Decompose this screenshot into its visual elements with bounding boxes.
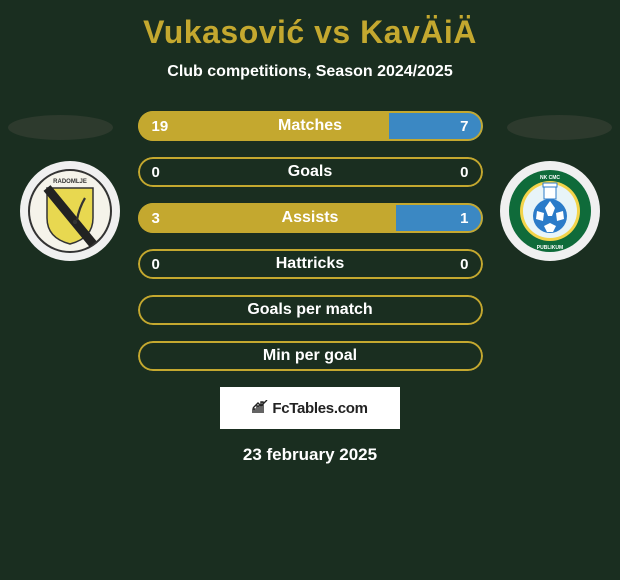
stat-label: Goals — [138, 157, 483, 187]
stat-label: Hattricks — [138, 249, 483, 279]
watermark: FcTables.com — [220, 387, 400, 429]
svg-text:RADOMLJE: RADOMLJE — [53, 179, 87, 185]
shield-icon: NK CMC PUBLIKUM — [507, 168, 593, 254]
svg-text:NK CMC: NK CMC — [540, 175, 560, 181]
badge-halo-left — [8, 115, 113, 140]
chart-icon — [252, 400, 268, 417]
date-label: 23 february 2025 — [0, 445, 620, 465]
stat-row: 197Matches — [138, 111, 483, 141]
stat-label: Matches — [138, 111, 483, 141]
stat-row: 00Goals — [138, 157, 483, 187]
svg-text:PUBLIKUM: PUBLIKUM — [537, 245, 563, 251]
stat-row: 31Assists — [138, 203, 483, 233]
shield-icon: RADOMLJE — [27, 168, 113, 254]
stat-row: Goals per match — [138, 295, 483, 325]
page-title: Vukasović vs KavÄiÄ — [0, 0, 620, 51]
watermark-text: FcTables.com — [272, 400, 367, 417]
stat-label: Min per goal — [138, 341, 483, 371]
stat-label: Goals per match — [138, 295, 483, 325]
stats-list: 197Matches 00Goals 31Assists 00Hattricks Goa… — [138, 111, 483, 371]
badge-halo-right — [507, 115, 612, 140]
stat-row: 00Hattricks — [138, 249, 483, 279]
team-badge-left: RADOMLJE — [20, 161, 120, 261]
comparison-panel: RADOMLJE NK CMC PUBLIKUM 197Matches 00Goa… — [0, 111, 620, 371]
stat-label: Assists — [138, 203, 483, 233]
team-badge-right: NK CMC PUBLIKUM — [500, 161, 600, 261]
page-subtitle: Club competitions, Season 2024/2025 — [0, 63, 620, 81]
stat-row: Min per goal — [138, 341, 483, 371]
